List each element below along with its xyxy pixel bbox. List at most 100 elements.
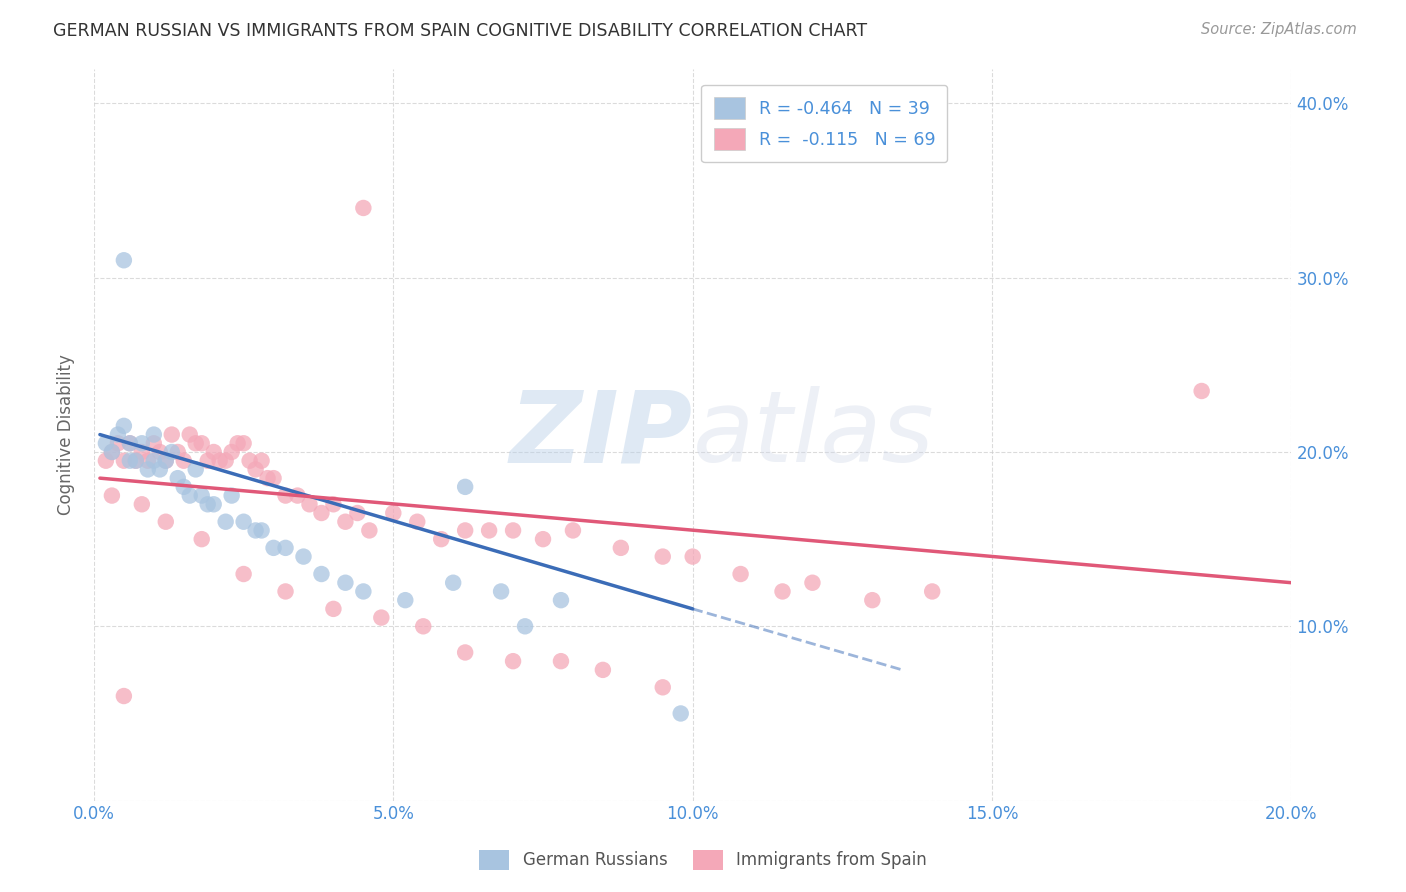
Point [155,453,177,467]
Point [107,427,129,442]
Point [155,515,177,529]
Point [513,619,536,633]
Point [208,453,231,467]
Point [179,489,201,503]
Point [232,515,254,529]
Point [142,453,165,467]
Point [221,445,243,459]
Point [311,567,333,582]
Point [478,524,501,538]
Point [160,445,183,459]
Point [335,515,357,529]
Point [335,575,357,590]
Point [382,506,405,520]
Text: ZIP: ZIP [510,386,693,483]
Point [142,436,165,450]
Point [131,497,153,511]
Point [406,515,429,529]
Point [274,489,297,503]
Point [131,445,153,459]
Point [311,506,333,520]
Point [197,453,219,467]
Point [245,462,267,476]
Y-axis label: Cognitive Disability: Cognitive Disability [58,354,75,515]
Point [352,201,374,215]
Point [112,418,135,433]
Point [531,532,554,546]
Point [441,575,464,590]
Point [166,471,188,485]
Point [772,584,794,599]
Point [202,445,225,459]
Point [226,436,249,450]
Point [101,445,124,459]
Point [454,645,477,659]
Point [550,593,572,607]
Point [292,549,315,564]
Point [322,497,344,511]
Point [298,497,321,511]
Point [184,436,207,450]
Point [287,489,309,503]
Point [232,436,254,450]
Point [190,436,212,450]
Point [131,436,153,450]
Point [502,524,524,538]
Legend: German Russians, Immigrants from Spain: German Russians, Immigrants from Spain [472,843,934,877]
Legend: R = -0.464   N = 39, R =  -0.115   N = 69: R = -0.464 N = 39, R = -0.115 N = 69 [702,85,948,162]
Text: GERMAN RUSSIAN VS IMMIGRANTS FROM SPAIN COGNITIVE DISABILITY CORRELATION CHART: GERMAN RUSSIAN VS IMMIGRANTS FROM SPAIN … [53,22,868,40]
Point [136,453,159,467]
Point [263,471,285,485]
Point [682,549,704,564]
Point [101,489,124,503]
Point [669,706,692,721]
Point [166,445,188,459]
Point [125,453,148,467]
Point [118,453,141,467]
Point [430,532,453,546]
Point [155,453,177,467]
Point [118,436,141,450]
Point [592,663,614,677]
Point [136,462,159,476]
Point [118,436,141,450]
Point [112,689,135,703]
Point [921,584,943,599]
Point [454,480,477,494]
Point [184,462,207,476]
Point [160,427,183,442]
Point [112,453,135,467]
Point [502,654,524,668]
Point [489,584,512,599]
Point [274,584,297,599]
Point [730,567,752,582]
Point [651,681,673,695]
Point [610,541,633,555]
Point [412,619,434,633]
Point [202,497,225,511]
Point [101,445,124,459]
Point [239,453,262,467]
Point [149,445,172,459]
Point [454,524,477,538]
Point [263,541,285,555]
Point [190,489,212,503]
Point [370,610,392,624]
Point [221,489,243,503]
Point [250,524,273,538]
Point [394,593,416,607]
Point [550,654,572,668]
Point [232,567,254,582]
Point [359,524,381,538]
Point [860,593,883,607]
Point [274,541,297,555]
Point [651,549,673,564]
Point [142,427,165,442]
Point [245,524,267,538]
Point [214,515,236,529]
Point [322,602,344,616]
Point [173,453,195,467]
Text: atlas: atlas [693,386,935,483]
Point [107,436,129,450]
Point [125,453,148,467]
